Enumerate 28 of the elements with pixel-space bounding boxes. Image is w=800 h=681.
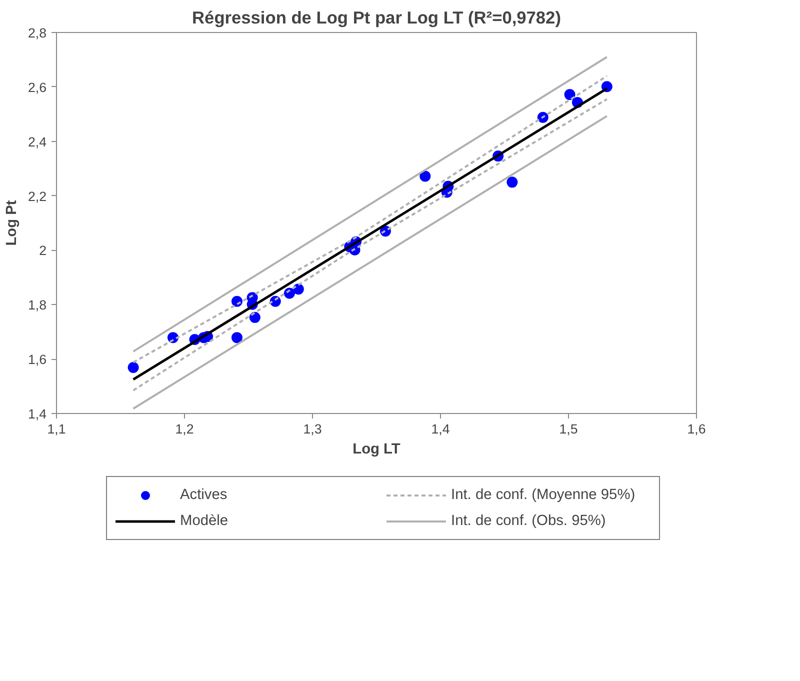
y-tick-label: 2,8	[28, 26, 47, 40]
x-tick-label: 1,6	[687, 422, 706, 436]
x-tick-label: 1,3	[303, 422, 322, 436]
point	[420, 170, 431, 182]
y-tick-label: 1,8	[28, 298, 47, 313]
y-tick-label: 1,6	[28, 352, 47, 368]
legend-label: Modèle	[180, 512, 230, 528]
point	[231, 332, 242, 344]
y-tick-label: 2,6	[28, 80, 47, 95]
y-axis-title: Log Pt	[4, 200, 20, 246]
x-tick-label: 1,5	[559, 422, 578, 436]
x-tick-label: 1,2	[175, 422, 194, 436]
legend-label: Int. de conf. (Obs. 95%)	[451, 512, 607, 528]
point	[564, 89, 576, 100]
y-tick-label: 2	[39, 243, 47, 258]
x-axis-title: Log LT	[352, 442, 400, 458]
y-tick-label: 2,4	[28, 134, 48, 150]
legend-label: Int. de conf. (Moyenne 95%)	[451, 486, 636, 502]
x-tick-label: 1,1	[47, 422, 66, 436]
x-tick-label: 1,4	[431, 422, 450, 436]
legend-label: Actives	[180, 486, 228, 502]
point	[128, 362, 139, 373]
chart-title: Régression de Log Pt par Log LT (R²=0,9782)	[192, 8, 561, 28]
point	[506, 176, 518, 188]
point	[292, 284, 304, 295]
point	[249, 312, 260, 323]
y-tick-label: 2,2	[28, 188, 47, 204]
y-tick-label: 1,4	[28, 406, 48, 422]
